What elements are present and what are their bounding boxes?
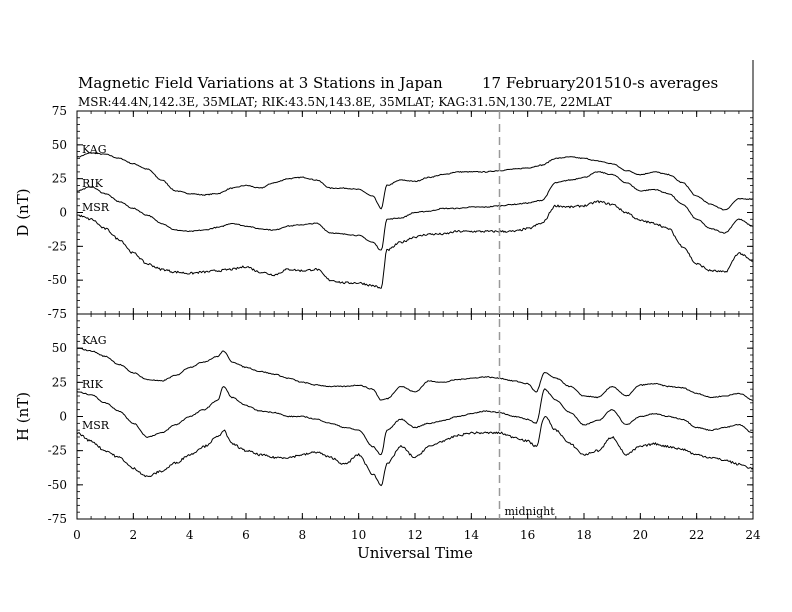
horizontal-panel: 50 25 0 -25 -50 -75 H (nT) KAG RIK MSR xyxy=(14,313,754,526)
series-label-kag: KAG xyxy=(82,143,107,156)
y-tick-label: 25 xyxy=(52,172,67,186)
x-tick-label: 18 xyxy=(576,528,591,542)
series-line-msr xyxy=(76,200,754,289)
x-tick-label: 8 xyxy=(299,528,307,542)
chart-subtitle: MSR:44.4N,142.3E, 35MLAT; RIK:43.5N,143.… xyxy=(78,95,612,109)
y-tick-label: -25 xyxy=(48,239,67,253)
series-line-kag xyxy=(76,152,754,211)
y-tick-label: 0 xyxy=(59,410,67,424)
y-tick-label: 25 xyxy=(52,375,67,389)
series-line-msr xyxy=(76,416,754,487)
chart-title: Magnetic Field Variations at 3 Stations … xyxy=(78,74,443,92)
y-tick-label: -50 xyxy=(48,273,67,287)
y-tick-label: -50 xyxy=(48,478,67,492)
x-tick-label: 6 xyxy=(242,528,250,542)
chart-date: 17 February2015 xyxy=(482,74,614,92)
series-label-rik: RIK xyxy=(82,177,104,190)
series-label-msr: MSR xyxy=(82,419,110,432)
x-tick-label: 12 xyxy=(407,528,422,542)
midnight-marker: midnight xyxy=(498,111,556,519)
x-tick-label: 20 xyxy=(633,528,648,542)
series-label-msr: MSR xyxy=(82,201,110,214)
y-tick-label: 50 xyxy=(52,138,67,152)
series-label-kag: KAG xyxy=(82,334,107,347)
y-axis-label: D (nT) xyxy=(14,188,32,236)
y-tick-label: 0 xyxy=(59,206,67,220)
y-tick-label: 75 xyxy=(52,104,67,118)
y-tick-label: -25 xyxy=(48,444,67,458)
series-line-rik xyxy=(76,386,754,456)
x-tick-label: 0 xyxy=(73,528,81,542)
x-axis-label: Universal Time xyxy=(357,544,473,562)
x-tick-label: 4 xyxy=(186,528,194,542)
x-tick-label: 24 xyxy=(745,528,761,542)
chart-averaging: 10-s averages xyxy=(613,74,718,92)
series-label-rik: RIK xyxy=(82,378,104,391)
y-tick-label: -75 xyxy=(48,307,67,321)
x-tick-label: 10 xyxy=(351,528,366,542)
midnight-label: midnight xyxy=(505,505,556,518)
series-line-kag xyxy=(76,347,754,401)
y-tick-label: -75 xyxy=(48,512,67,526)
x-tick-label: 14 xyxy=(464,528,480,542)
y-tick-label: 50 xyxy=(52,341,67,355)
x-tick-label: 16 xyxy=(520,528,535,542)
declination-panel: 75 50 25 0 -25 -50 -75 D (nT) KAG RIK MSR xyxy=(14,104,754,321)
x-axis: 0 2 4 6 8 10 12 14 16 18 20 22 24 xyxy=(73,60,761,542)
y-axis-label: H (nT) xyxy=(14,392,32,441)
series-line-rik xyxy=(76,171,754,251)
x-tick-label: 22 xyxy=(689,528,704,542)
x-tick-label: 2 xyxy=(130,528,138,542)
panel-frame xyxy=(76,313,754,520)
